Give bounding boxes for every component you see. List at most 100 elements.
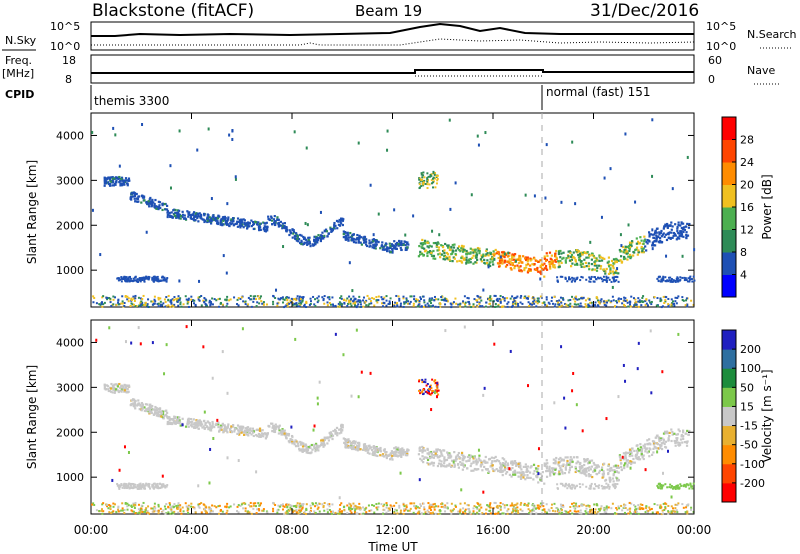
scatter-cell xyxy=(282,224,285,228)
scatter-cell xyxy=(515,464,518,468)
scatter-cell xyxy=(160,276,163,279)
scatter-cell xyxy=(133,297,136,300)
scatter-cell xyxy=(152,280,155,283)
scatter-cell xyxy=(441,502,444,505)
scatter-cell xyxy=(366,294,369,297)
scatter-cell xyxy=(448,248,451,252)
scatter-cell xyxy=(189,214,193,217)
scatter-cell xyxy=(674,507,677,510)
scatter-cell xyxy=(120,277,123,280)
scatter-cell xyxy=(281,503,284,506)
scatter-cell xyxy=(323,502,326,505)
scatter-cell xyxy=(385,454,388,457)
scatter-cell xyxy=(509,462,513,465)
scatter-cell xyxy=(260,434,264,437)
scatter-cell xyxy=(280,433,283,436)
scatter-cell xyxy=(599,276,602,279)
scatter-cell xyxy=(472,262,475,265)
colorbar-tick-label: 28 xyxy=(740,134,754,147)
scatter-cell xyxy=(534,268,538,271)
scatter-cell xyxy=(135,512,138,515)
scatter-cell xyxy=(426,172,429,175)
scatter-cell xyxy=(482,255,485,258)
scatter-cell xyxy=(177,216,180,219)
scatter-cell xyxy=(425,456,428,459)
scatter-cell xyxy=(314,450,317,453)
scatter-cell xyxy=(262,302,265,305)
scatter-cell xyxy=(634,455,637,458)
scatter-cell xyxy=(405,504,408,507)
scatter-cell xyxy=(175,215,178,218)
scatter-cell xyxy=(394,301,397,304)
scatter-cell xyxy=(282,298,285,301)
scatter-cell xyxy=(244,300,247,303)
scatter-cell xyxy=(609,480,612,483)
scatter-cell xyxy=(526,474,529,477)
scatter-cell xyxy=(533,262,536,266)
scatter-cell xyxy=(299,442,302,445)
scatter-cell xyxy=(210,509,213,512)
scatter-cell xyxy=(286,432,289,436)
scatter-cell xyxy=(554,510,557,513)
scatter-cell xyxy=(461,250,465,253)
scatter-cell xyxy=(302,448,305,451)
scatter-cell xyxy=(624,257,627,260)
scatter-cell xyxy=(148,205,151,208)
scatter-cell xyxy=(673,432,676,435)
scatter-cell xyxy=(460,463,463,466)
scatter-cell xyxy=(357,448,360,451)
scatter-cell xyxy=(114,388,117,391)
scatter-cell xyxy=(111,177,114,180)
scatter-cell xyxy=(277,223,280,226)
scatter-cell xyxy=(196,216,199,220)
scatter-cell xyxy=(589,468,592,471)
scatter-cell xyxy=(137,296,140,299)
scatter-cell xyxy=(653,236,656,240)
scatter-cell xyxy=(623,255,626,259)
scatter-cell xyxy=(450,303,453,306)
scatter-cell xyxy=(599,255,602,259)
scatter-cell xyxy=(654,442,657,445)
scatter-cell xyxy=(529,466,532,469)
scatter-cell xyxy=(655,231,658,234)
scatter-cell xyxy=(300,242,303,246)
scatter-cell xyxy=(207,220,211,223)
scatter-cell xyxy=(92,301,95,304)
scatter-cell xyxy=(428,505,431,508)
scatter-cell xyxy=(459,250,462,253)
scatter-cell xyxy=(230,218,233,221)
scatter-cell xyxy=(313,235,316,238)
scatter-cell xyxy=(664,440,668,443)
scatter-cell xyxy=(303,448,306,451)
scatter-cell xyxy=(463,258,466,261)
scatter-cell xyxy=(422,241,426,245)
colorbar-label: Power [dB] xyxy=(760,174,774,239)
scatter-cell xyxy=(240,429,243,432)
scatter-cell xyxy=(254,221,258,224)
scatter-cell xyxy=(299,303,302,306)
scatter-cell xyxy=(329,510,332,513)
scatter-cell xyxy=(136,280,139,283)
scatter-cell xyxy=(139,302,142,305)
scatter-cell xyxy=(323,295,326,298)
scatter-cell xyxy=(675,433,678,436)
scatter-cell xyxy=(446,246,450,249)
scatter-cell xyxy=(564,466,567,469)
scatter-cell xyxy=(585,470,588,473)
scatter-cell xyxy=(355,447,359,450)
scatter-cell xyxy=(571,512,574,515)
scatter-cell xyxy=(632,254,635,257)
scatter-cell xyxy=(506,297,509,300)
scatter-cell xyxy=(123,275,126,278)
scatter-cell xyxy=(611,477,615,480)
scatter-cell xyxy=(516,471,519,474)
scatter-cell xyxy=(651,233,654,236)
scatter-cell xyxy=(283,306,286,309)
scatter-cell xyxy=(128,385,131,388)
scatter-cell xyxy=(630,240,634,243)
scatter-cell xyxy=(150,300,153,303)
scatter-cell xyxy=(235,222,239,225)
scatter-cell xyxy=(159,303,162,306)
scatter-cell xyxy=(375,296,378,299)
scatter-cell xyxy=(543,255,546,258)
